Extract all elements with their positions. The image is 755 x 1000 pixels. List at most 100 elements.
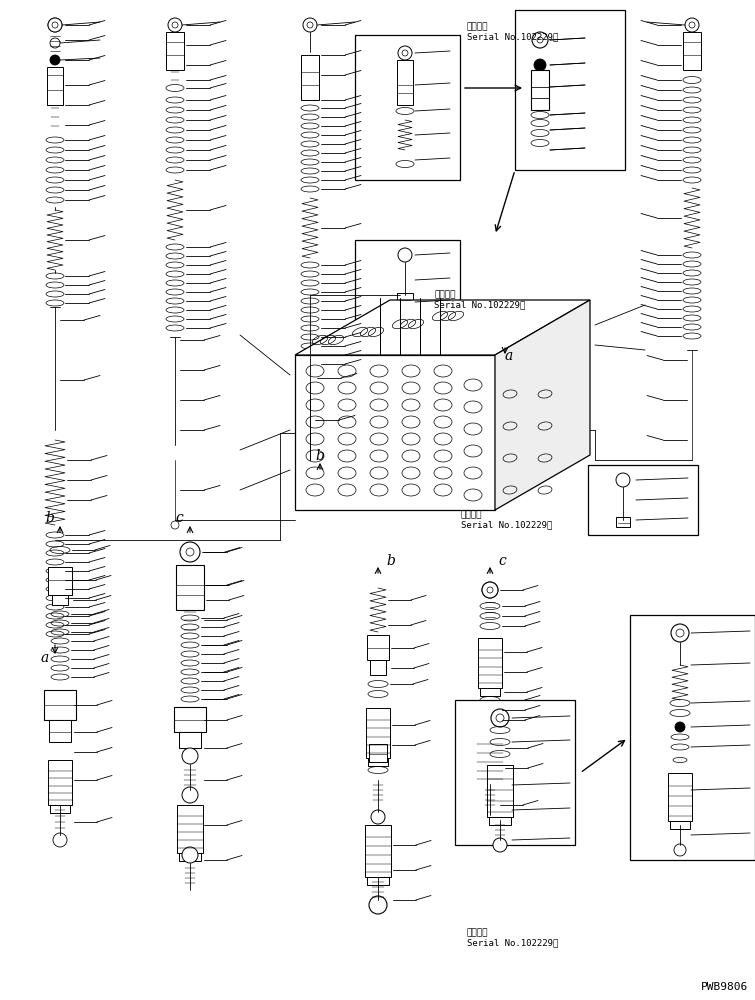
Polygon shape: [295, 300, 590, 355]
Circle shape: [53, 833, 67, 847]
Circle shape: [537, 37, 543, 43]
Circle shape: [534, 59, 546, 71]
Circle shape: [676, 629, 684, 637]
Circle shape: [50, 55, 60, 65]
Bar: [668, 773, 692, 821]
Bar: [369, 744, 387, 762]
Circle shape: [487, 587, 493, 593]
Bar: [588, 465, 698, 535]
Circle shape: [371, 810, 385, 824]
Circle shape: [534, 59, 546, 71]
Text: b: b: [45, 511, 54, 525]
Bar: [48, 567, 72, 595]
Bar: [166, 32, 184, 70]
Bar: [355, 35, 460, 180]
Circle shape: [491, 709, 509, 727]
Circle shape: [398, 248, 412, 262]
Circle shape: [671, 624, 689, 642]
Bar: [487, 765, 513, 817]
Bar: [683, 32, 701, 70]
Text: b: b: [386, 554, 395, 568]
Bar: [48, 760, 72, 805]
Text: 適用号機
Serial No.102229～: 適用号機 Serial No.102229～: [467, 928, 558, 947]
Bar: [616, 517, 630, 527]
Text: a: a: [41, 651, 49, 665]
Bar: [366, 708, 390, 758]
Circle shape: [398, 46, 412, 60]
Text: 適用号機
Serial No.102229～: 適用号機 Serial No.102229～: [467, 22, 558, 41]
Text: c: c: [498, 554, 506, 568]
Bar: [478, 638, 502, 688]
Circle shape: [303, 18, 317, 32]
Circle shape: [52, 22, 58, 28]
Bar: [295, 355, 495, 510]
Circle shape: [482, 582, 498, 598]
Text: a: a: [505, 349, 513, 363]
Circle shape: [180, 542, 200, 562]
Circle shape: [182, 787, 198, 803]
Circle shape: [172, 22, 178, 28]
Bar: [367, 635, 389, 660]
Bar: [397, 60, 413, 105]
Bar: [174, 707, 206, 732]
Bar: [455, 700, 575, 845]
Bar: [52, 595, 68, 605]
Bar: [365, 825, 391, 877]
Bar: [397, 293, 413, 305]
Circle shape: [182, 847, 198, 863]
Bar: [670, 821, 690, 829]
Text: c: c: [175, 511, 183, 525]
Circle shape: [532, 32, 548, 48]
Circle shape: [487, 587, 493, 593]
Bar: [47, 67, 63, 105]
Circle shape: [369, 896, 387, 914]
Circle shape: [496, 714, 504, 722]
Text: PWB9806: PWB9806: [701, 982, 748, 992]
Circle shape: [674, 844, 686, 856]
Bar: [480, 688, 500, 696]
Circle shape: [48, 18, 62, 32]
Circle shape: [48, 18, 62, 32]
Circle shape: [688, 466, 696, 474]
Bar: [630, 615, 755, 860]
Circle shape: [182, 748, 198, 764]
Circle shape: [52, 22, 58, 28]
Bar: [179, 732, 201, 748]
Circle shape: [532, 32, 548, 48]
Bar: [531, 70, 549, 110]
Bar: [301, 55, 319, 100]
Circle shape: [171, 521, 179, 529]
Bar: [179, 853, 201, 861]
Circle shape: [493, 838, 507, 852]
Bar: [368, 758, 388, 766]
Text: 適用号機
Serial No.102229～: 適用号機 Serial No.102229～: [434, 290, 525, 309]
Bar: [355, 240, 460, 330]
Bar: [176, 565, 204, 610]
Circle shape: [675, 722, 685, 732]
Circle shape: [689, 22, 695, 28]
Bar: [44, 690, 76, 720]
Bar: [489, 817, 511, 825]
Bar: [367, 877, 389, 885]
Circle shape: [50, 38, 60, 48]
Circle shape: [482, 812, 498, 828]
Circle shape: [616, 473, 630, 487]
Bar: [370, 660, 386, 675]
Bar: [531, 70, 549, 110]
Text: 適用号機
Serial No.102229～: 適用号機 Serial No.102229～: [461, 510, 552, 529]
Bar: [515, 10, 625, 170]
Circle shape: [537, 37, 543, 43]
Circle shape: [305, 373, 315, 383]
Circle shape: [168, 18, 182, 32]
Text: b: b: [315, 449, 324, 463]
Circle shape: [307, 22, 313, 28]
Bar: [49, 720, 71, 742]
Bar: [477, 732, 503, 784]
Bar: [479, 784, 501, 792]
Circle shape: [402, 50, 408, 56]
Circle shape: [685, 18, 699, 32]
Bar: [50, 805, 70, 813]
Bar: [177, 805, 203, 853]
Polygon shape: [495, 300, 590, 510]
Circle shape: [186, 548, 194, 556]
